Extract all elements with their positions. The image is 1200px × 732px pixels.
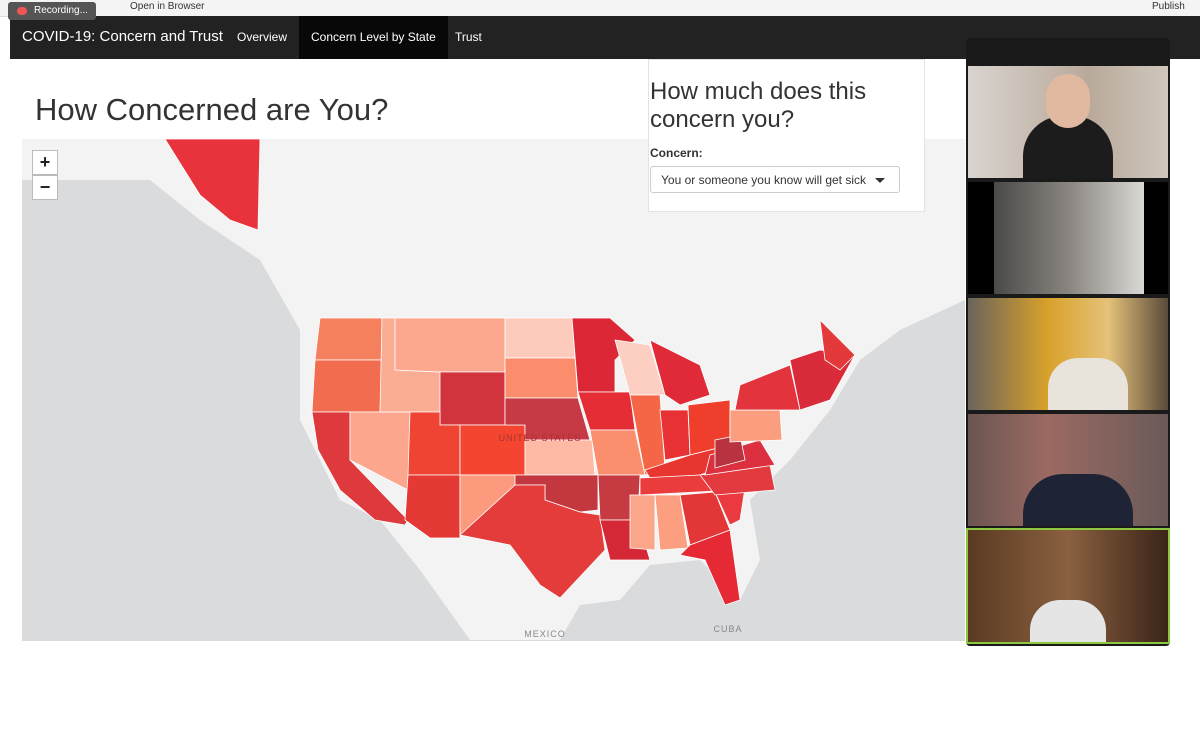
zoom-in[interactable]: +	[32, 150, 58, 175]
zoom-out[interactable]: −	[32, 175, 58, 200]
publish-button[interactable]: Publish	[1152, 1, 1185, 12]
navbar: COVID-19: Concern and Trust Overview Con…	[10, 16, 1200, 59]
nav-tab[interactable]: Overview	[237, 30, 288, 44]
input-label: Concern:	[650, 146, 703, 160]
recording-indicator: Recording...	[8, 2, 96, 20]
video-tile	[966, 528, 1170, 644]
nav-tab[interactable]: Concern Level by State	[299, 16, 448, 59]
map[interactable]: UNITED STATES MEXICO CUBA	[22, 139, 965, 641]
browser-toolbar: Open in Browser Publish	[0, 0, 1200, 17]
video-tile	[968, 298, 1168, 410]
brand[interactable]: COVID-19: Concern and Trust	[22, 28, 223, 45]
map-label: MEXICO	[524, 629, 566, 639]
video-tile	[968, 414, 1168, 526]
panel-title: How much does this concern you?	[650, 78, 867, 133]
open-in-browser[interactable]: Open in Browser	[130, 1, 205, 12]
page-title: How Concerned are You?	[35, 92, 389, 127]
map-label: UNITED STATES	[499, 433, 582, 443]
video-tile	[968, 66, 1168, 178]
control-panel: How much does this concern you? Concern:…	[648, 59, 925, 212]
concern-select[interactable]: You or someone you know will get sick	[650, 166, 900, 193]
map-label: CUBA	[713, 624, 742, 634]
video-panel	[966, 38, 1170, 646]
nav-tab[interactable]: Trust	[455, 30, 482, 44]
video-tile	[968, 182, 1168, 294]
